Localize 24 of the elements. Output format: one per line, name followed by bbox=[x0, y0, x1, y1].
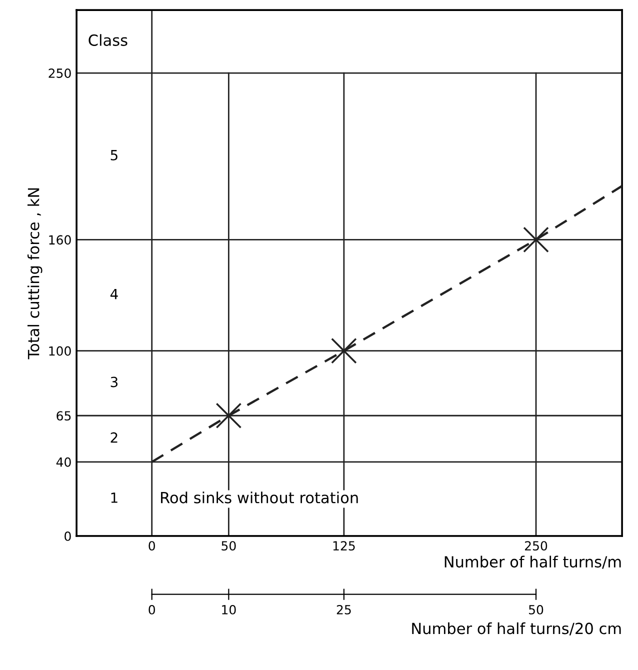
y-tick-label: 40 bbox=[56, 457, 71, 467]
x2-tick-label: 50 bbox=[529, 604, 544, 614]
annotation: 4 bbox=[110, 288, 118, 300]
x2-tick-label: 25 bbox=[336, 604, 351, 614]
annotation: Rod sinks without rotation bbox=[161, 492, 358, 504]
y-tick-label: 160 bbox=[49, 235, 71, 245]
x-tick-label: 250 bbox=[524, 541, 548, 551]
x-tick-label: 50 bbox=[222, 541, 236, 551]
y-axis-title: Total cutting force , kN bbox=[28, 188, 42, 360]
x-tick-label: 0 bbox=[148, 541, 155, 551]
annotation: 3 bbox=[110, 376, 118, 388]
y-tick-label: 100 bbox=[49, 346, 71, 356]
x2-tick-label: 0 bbox=[148, 604, 155, 614]
x2-tick-label: 10 bbox=[222, 604, 236, 614]
annotation: 5 bbox=[110, 150, 118, 160]
annotation: 1 bbox=[111, 492, 118, 503]
y-tick-label: 250 bbox=[48, 68, 71, 78]
x-tick-label: 125 bbox=[333, 541, 355, 551]
annotation: Class bbox=[88, 34, 128, 46]
annotation: 2 bbox=[110, 432, 118, 443]
y-tick-label: 0 bbox=[64, 531, 71, 541]
x2-axis-title: Number of half turns/20 cm bbox=[412, 622, 621, 636]
x-axis-title: Number of half turns/m bbox=[444, 556, 621, 569]
y-tick-label: 65 bbox=[56, 411, 71, 421]
